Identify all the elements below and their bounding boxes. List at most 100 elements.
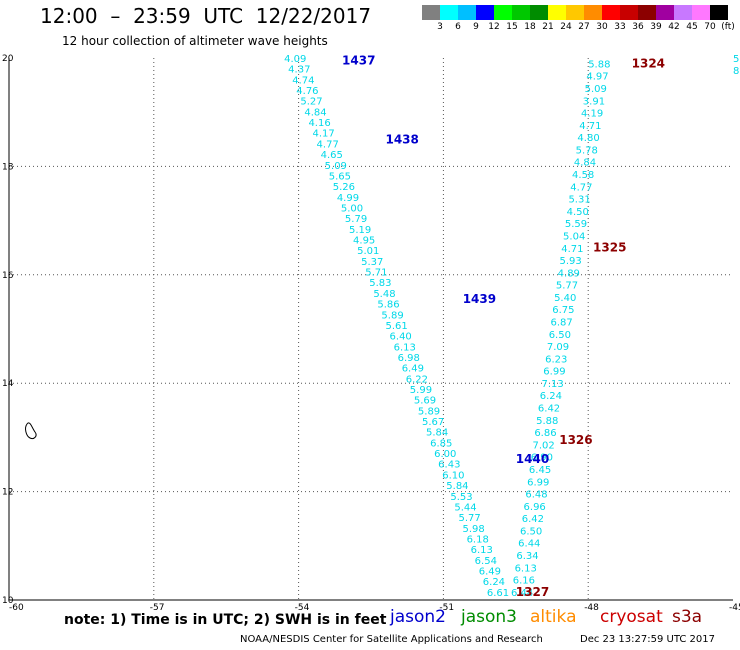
- colorbar-label: 15: [506, 22, 518, 32]
- colorbar-label: (ft): [721, 22, 735, 32]
- colorbar-label: 24: [560, 22, 572, 32]
- colorbar-label: 6: [455, 22, 461, 32]
- colorbar-swatch: [602, 5, 620, 20]
- x-tick-label: -57: [150, 603, 165, 613]
- colorbar-label: 36: [632, 22, 644, 32]
- y-tick-label: 18: [2, 162, 14, 172]
- cryosat-track-value: 4.71: [579, 121, 601, 132]
- cryosat-track-value: 5.93: [559, 256, 581, 267]
- x-tick-label: -60: [9, 603, 24, 613]
- colorbar-label: 9: [473, 22, 479, 32]
- generated-timestamp: Dec 23 13:27:59 UTC 2017: [580, 634, 715, 645]
- jason2-track-value: 5.65: [329, 171, 351, 182]
- jason2-track-value: 6.18: [467, 534, 489, 545]
- cryosat-track-value: 6.50: [520, 526, 542, 537]
- colorbar-swatch: [422, 5, 440, 20]
- legend-jason2: jason2: [390, 607, 446, 627]
- pass-label-1440: 1440: [516, 452, 549, 466]
- jason2-track-value: 5.69: [414, 396, 436, 407]
- y-tick-label: 16: [2, 271, 14, 281]
- cryosat-track-value: 6.99: [527, 477, 549, 488]
- edge-value: 8: [733, 66, 739, 77]
- cryosat-track-value: 6.44: [518, 539, 540, 550]
- cryosat-track-value: 6.75: [552, 305, 574, 316]
- cryosat-track-value: 6.86: [534, 428, 556, 439]
- jason2-track-value: 4.65: [321, 150, 343, 161]
- cryosat-track-value: 7.02: [533, 440, 555, 451]
- jason2-track-value: 6.13: [394, 342, 416, 353]
- cryosat-track-value: 5.09: [585, 84, 607, 95]
- jason2-track-value: 5.89: [381, 310, 403, 321]
- jason2-track-value: 5.84: [426, 428, 448, 439]
- jason2-track-value: 4.17: [313, 129, 335, 140]
- cryosat-track-value: 6.45: [529, 465, 551, 476]
- cryosat-track-value: 5.59: [565, 219, 587, 230]
- jason2-track-value: 5.00: [341, 203, 363, 214]
- colorbar-swatch: [494, 5, 512, 20]
- jason2-track-value: 6.10: [442, 470, 464, 481]
- jason2-track-value: 4.95: [353, 236, 375, 247]
- jason2-track-value: 5.48: [373, 289, 395, 300]
- jason2-track-value: 6.43: [438, 460, 460, 471]
- colorbar-swatch: [458, 5, 476, 20]
- colorbar-label: 12: [488, 22, 500, 32]
- cryosat-track-value: 6.99: [543, 367, 565, 378]
- cryosat-track-value: 6.87: [550, 318, 572, 329]
- pass-label-1326: 1326: [559, 433, 592, 447]
- jason2-track-value: 5.71: [365, 268, 387, 279]
- jason2-track-value: 6.00: [434, 449, 456, 460]
- colorbar-label: 30: [596, 22, 608, 32]
- jason2-track-value: 6.98: [398, 353, 420, 364]
- jason2-track-value: 5.53: [450, 492, 472, 503]
- x-tick-label: -54: [295, 603, 310, 613]
- colorbar-swatch: [692, 5, 710, 20]
- colorbar-label: 39: [650, 22, 662, 32]
- legend-s3a: s3a: [672, 607, 703, 627]
- jason2-track-value: 5.99: [410, 385, 432, 396]
- cryosat-track-value: 4.80: [577, 133, 599, 144]
- cryosat-track-value: 6.34: [516, 551, 538, 562]
- jason2-track-value: 5.83: [369, 278, 391, 289]
- cryosat-track-value: 5.88: [588, 59, 610, 70]
- colorbar-label: 42: [668, 22, 680, 32]
- jason2-track-value: 5.01: [357, 246, 379, 257]
- jason2-track-value: 5.37: [361, 257, 383, 268]
- cryosat-track-value: 5.04: [563, 231, 585, 242]
- cryosat-track-value: 4.58: [572, 170, 594, 181]
- cryosat-track-value: 6.42: [538, 404, 560, 415]
- cryosat-track-value: 4.84: [574, 158, 596, 169]
- colorbar-label: 45: [686, 22, 698, 32]
- x-tick-label: -51: [439, 603, 454, 613]
- colorbar-swatch: [440, 5, 458, 20]
- jason2-track-value: 5.09: [325, 161, 347, 172]
- cryosat-track-value: 5.78: [576, 145, 598, 156]
- cryosat-track-value: 6.24: [540, 391, 562, 402]
- pass-label-1439: 1439: [463, 292, 496, 306]
- jason2-track-value: 5.89: [418, 406, 440, 417]
- colorbar-label: 3: [437, 22, 443, 32]
- jason2-track-value: 5.79: [345, 214, 367, 225]
- jason2-track-value: 5.84: [446, 481, 468, 492]
- jason2-track-value: 5.98: [463, 524, 485, 535]
- pass-label-1438: 1438: [385, 132, 418, 146]
- jason2-track-value: 4.16: [308, 118, 330, 129]
- pass-label-1327: 1327: [516, 585, 549, 599]
- colorbar-swatch: [620, 5, 638, 20]
- credit-line: NOAA/NESDIS Center for Satellite Applica…: [240, 634, 543, 645]
- cryosat-track-value: 6.48: [525, 490, 547, 501]
- cryosat-track-value: 4.50: [567, 207, 589, 218]
- cryosat-track-value: 6.44: [511, 588, 533, 599]
- cryosat-track-value: 6.96: [524, 502, 546, 513]
- legend-cryosat: cryosat: [600, 607, 663, 627]
- jason2-track-value: 5.67: [422, 417, 444, 428]
- cryosat-track-value: 5.31: [568, 195, 590, 206]
- jason2-track-value: 6.61: [487, 588, 509, 599]
- jason2-track-value: 6.49: [402, 364, 424, 375]
- cryosat-track-value: 6.42: [522, 514, 544, 525]
- cryosat-track-value: 5.88: [536, 416, 558, 427]
- colorbar-label: 70: [704, 22, 716, 32]
- jason2-track-value: 5.19: [349, 225, 371, 236]
- cryosat-track-value: 7.13: [542, 379, 564, 390]
- jason2-track-value: 5.77: [458, 513, 480, 524]
